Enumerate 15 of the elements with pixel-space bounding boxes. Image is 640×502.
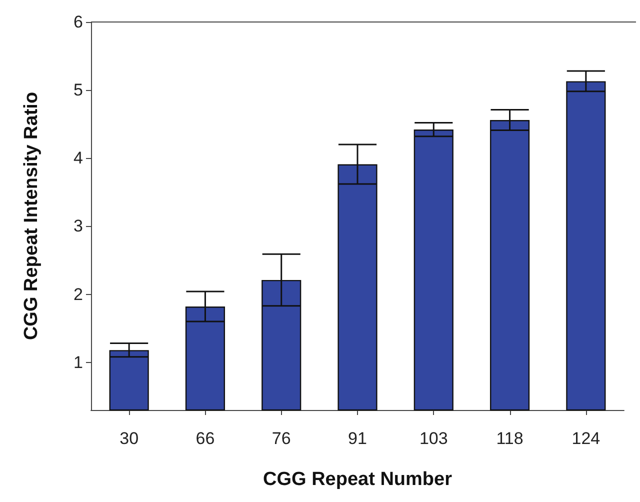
x-tick-label: 124 <box>572 429 600 448</box>
x-tick-label: 91 <box>348 429 367 448</box>
y-tick-label: 6 <box>74 12 83 32</box>
x-tick-label: 76 <box>272 429 291 448</box>
y-tick-label: 4 <box>74 148 83 168</box>
x-tick-label: 118 <box>496 429 524 448</box>
x-axis-title: CGG Repeat Number <box>263 469 453 490</box>
y-tick-label: 1 <box>74 352 83 372</box>
y-tick-label: 5 <box>74 80 83 100</box>
x-tick-label: 103 <box>419 429 448 448</box>
y-tick-label: 2 <box>74 284 83 304</box>
x-tick-label: 30 <box>120 429 139 448</box>
y-axis-title: CGG Repeat Intensity Ratio <box>21 92 42 340</box>
x-tick-label: 66 <box>196 429 215 448</box>
y-tick-label: 3 <box>74 216 83 236</box>
